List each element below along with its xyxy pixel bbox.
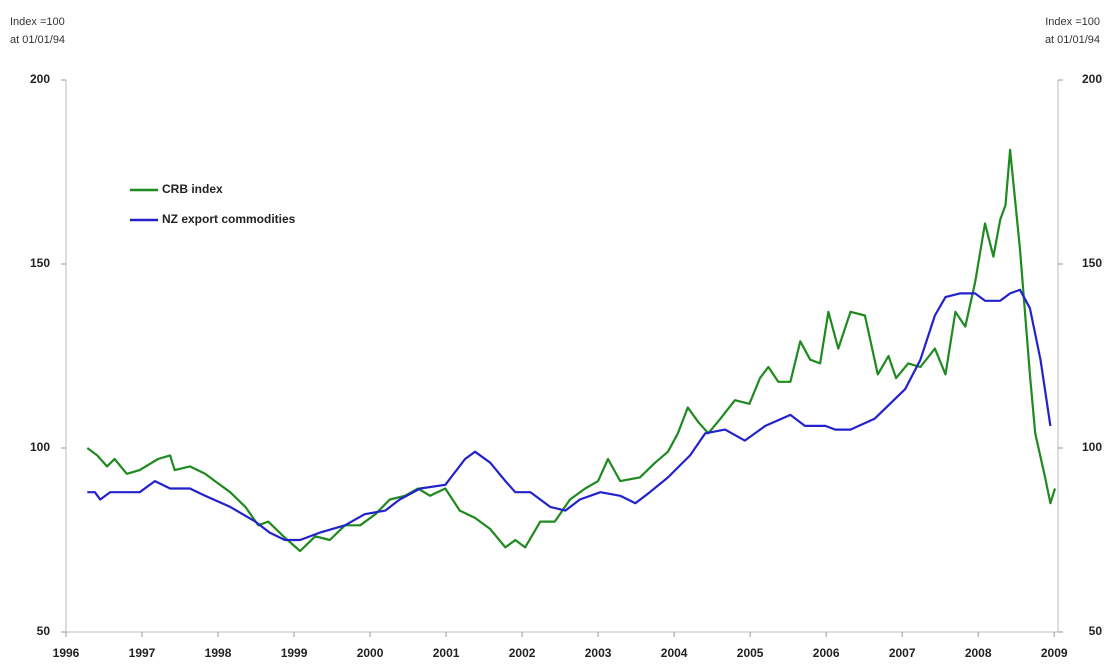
x-tick-label: 1998 [205, 646, 232, 660]
x-tick-label: 2000 [357, 646, 384, 660]
line-series [87, 288, 1052, 542]
x-tick-label: 1997 [129, 646, 156, 660]
y-tick-label: 100 [30, 440, 50, 454]
x-tick-label: 2002 [509, 646, 536, 660]
y-axis-title: Index =100 [10, 16, 65, 28]
x-tick-label: 2004 [661, 646, 688, 660]
x-tick-label: 2003 [585, 646, 612, 660]
y2-tick-label: 50 [1089, 624, 1103, 638]
x-tick-label: 1996 [53, 646, 80, 660]
y-axis-title: at 01/01/94 [10, 34, 65, 46]
y-tick-label: 50 [37, 624, 51, 638]
x-tick-label: 1999 [281, 646, 308, 660]
y-tick-label: 200 [30, 72, 50, 86]
x-tick-label: 2005 [737, 646, 764, 660]
y2-tick-label: 100 [1082, 440, 1102, 454]
x-tick-label: 2001 [433, 646, 460, 660]
y-tick-label: 150 [30, 256, 50, 270]
legend-label: CRB index [162, 182, 223, 196]
line-series [86, 148, 1057, 553]
legend-label: NZ export commodities [162, 212, 296, 226]
y2-axis-title: Index =100 [1045, 16, 1100, 28]
y2-tick-label: 200 [1082, 72, 1102, 86]
y2-axis-title: at 01/01/94 [1045, 34, 1100, 46]
y2-tick-label: 150 [1082, 256, 1102, 270]
x-tick-label: 2008 [965, 646, 992, 660]
x-tick-label: 2006 [813, 646, 840, 660]
x-tick-label: 2009 [1041, 646, 1068, 660]
x-tick-label: 2007 [889, 646, 916, 660]
